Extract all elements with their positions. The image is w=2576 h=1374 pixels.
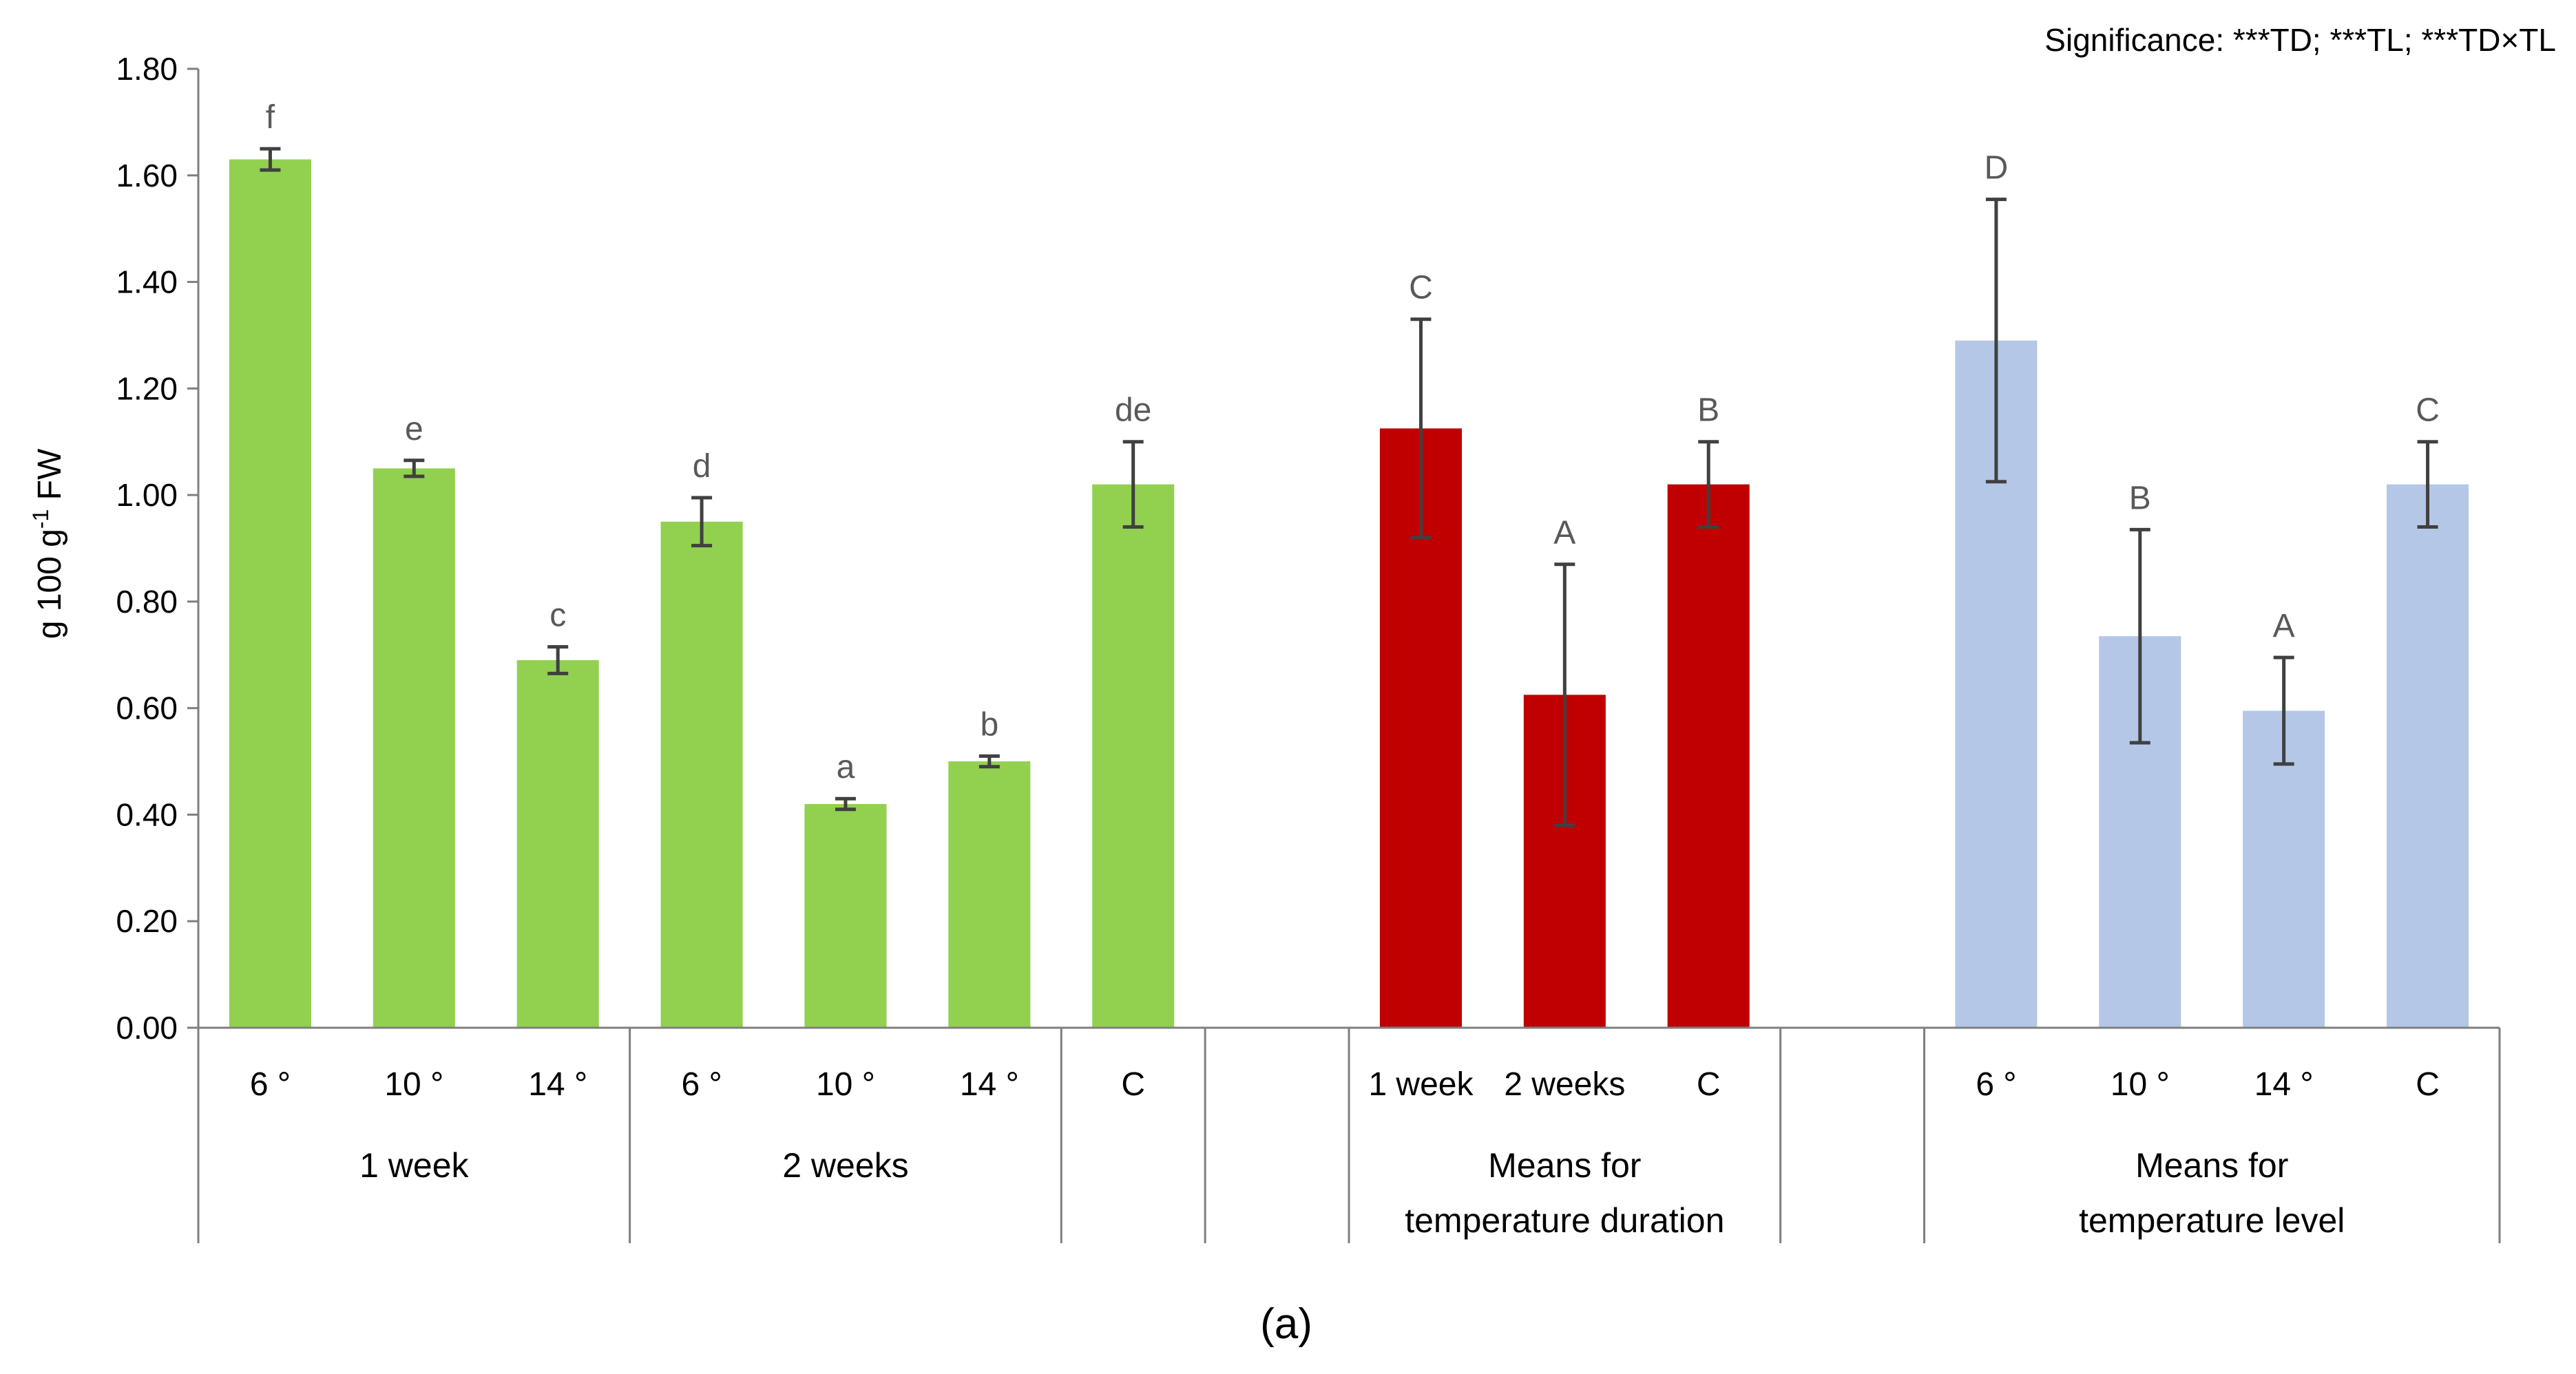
x-category-label: 10 ° — [384, 1066, 443, 1103]
bar — [948, 761, 1031, 1028]
x-group-label: Means for — [2135, 1146, 2288, 1185]
panel-caption: (a) — [1260, 1300, 1312, 1348]
significance-letter: C — [1409, 270, 1433, 306]
bar — [1092, 484, 1175, 1028]
x-category-label: 1 week — [1368, 1066, 1474, 1103]
y-tick-label: 1.20 — [116, 370, 178, 406]
significance-letter: c — [549, 598, 566, 634]
x-group-label: temperature level — [2079, 1201, 2345, 1240]
bars: f e c d a b de C A B D B A C — [229, 99, 2469, 1028]
y-axis-title-unit: FW — [32, 448, 68, 509]
bar — [1667, 484, 1750, 1028]
x-group-label: 1 week — [359, 1146, 469, 1185]
significance-letter: A — [2273, 608, 2295, 644]
significance-letter: D — [1985, 150, 2009, 187]
bar — [660, 521, 743, 1028]
bar — [229, 159, 311, 1028]
bar — [516, 660, 599, 1028]
x-category-label: 6 ° — [681, 1066, 722, 1103]
significance-letter: d — [693, 448, 711, 485]
x-category-label: C — [2416, 1066, 2440, 1103]
x-category-label: 10 ° — [2111, 1066, 2170, 1103]
y-axis-title-main: g 100 g — [32, 529, 68, 639]
x-category-label: 2 weeks — [1504, 1066, 1625, 1103]
bar — [2387, 484, 2469, 1028]
significance-letter: b — [980, 706, 998, 743]
significance-letter: B — [2129, 480, 2151, 516]
y-tick-label: 0.40 — [116, 796, 178, 832]
significance-letter: e — [405, 411, 423, 447]
significance-letter: f — [266, 99, 275, 136]
x-category-label: C — [1697, 1066, 1721, 1103]
x-category-label: 14 ° — [2254, 1066, 2314, 1103]
significance-letter: a — [837, 749, 855, 785]
x-category-label: 14 ° — [960, 1066, 1019, 1103]
bar — [373, 468, 455, 1028]
y-axis-title: g 100 g-1 FW — [28, 448, 68, 639]
significance-letter: de — [1115, 392, 1151, 429]
y-axis: 0.00 0.20 0.40 0.60 0.80 1.00 1.20 1.40 1.60 1.80 — [116, 51, 200, 1046]
y-tick-label: 1.80 — [116, 51, 178, 87]
y-tick-label: 0.00 — [116, 1010, 178, 1046]
y-tick-label: 1.00 — [116, 477, 178, 513]
y-tick-label: 0.20 — [116, 903, 178, 939]
y-tick-label: 0.80 — [116, 584, 178, 620]
y-axis-title-superscript: -1 — [28, 509, 53, 529]
x-category-label: 10 ° — [816, 1066, 875, 1103]
significance-note: Significance: ***TD; ***TL; ***TD×TL — [2044, 22, 2556, 58]
bar — [804, 803, 887, 1028]
significance-letter: C — [2416, 392, 2440, 429]
x-axis: 6 ° 10 ° 14 ° 6 ° 10 ° 14 ° C 1 week 2 weeks C 6 °… — [197, 1026, 2501, 1243]
y-tick-label: 1.60 — [116, 158, 178, 193]
x-group-label: Means for — [1488, 1146, 1641, 1185]
significance-letter: A — [1553, 515, 1575, 551]
x-category-label: 6 ° — [1976, 1066, 2016, 1103]
x-category-label: C — [1121, 1066, 1145, 1103]
y-tick-label: 1.40 — [116, 264, 178, 300]
x-group-label: temperature duration — [1405, 1201, 1724, 1240]
y-tick-label: 0.60 — [116, 690, 178, 726]
x-category-label: 6 ° — [250, 1066, 291, 1103]
significance-letter: B — [1697, 392, 1719, 429]
x-category-label: 14 ° — [528, 1066, 587, 1103]
x-group-label: 2 weeks — [782, 1146, 908, 1185]
